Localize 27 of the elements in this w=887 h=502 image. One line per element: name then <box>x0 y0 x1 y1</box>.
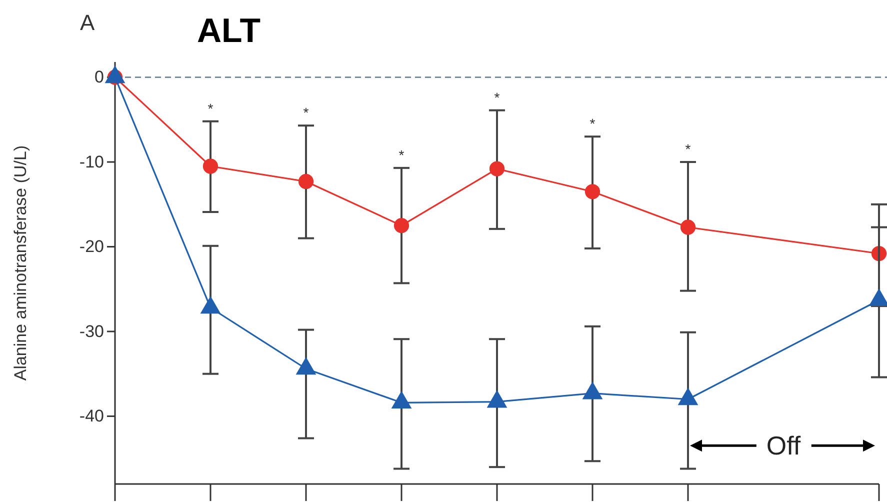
annotation: * <box>494 89 500 106</box>
point <box>584 184 600 200</box>
annotation: * <box>398 146 405 163</box>
point <box>298 174 314 190</box>
point <box>582 382 603 400</box>
point <box>394 218 410 234</box>
annotation: Off <box>766 430 802 461</box>
chart-title: ALT <box>197 12 261 50</box>
point <box>202 158 218 174</box>
point <box>489 161 505 176</box>
text: A <box>80 10 95 35</box>
y-tick-label: -10 <box>79 152 104 172</box>
point <box>678 387 698 406</box>
point <box>200 296 221 314</box>
y-tick-label: -20 <box>79 237 104 256</box>
y-tick-label: -30 <box>79 322 104 341</box>
point <box>391 390 412 409</box>
y-tick-label: 0 <box>94 68 104 87</box>
annotation: * <box>303 104 310 121</box>
annotation: * <box>590 116 596 132</box>
y-axis-title: Alanine aminotransferase (U/L) <box>11 145 30 381</box>
point <box>680 220 696 235</box>
y-tick-label: -40 <box>79 406 104 426</box>
point <box>296 356 316 375</box>
annotation: * <box>685 140 692 157</box>
point <box>486 390 508 408</box>
annotation: * <box>208 100 214 116</box>
